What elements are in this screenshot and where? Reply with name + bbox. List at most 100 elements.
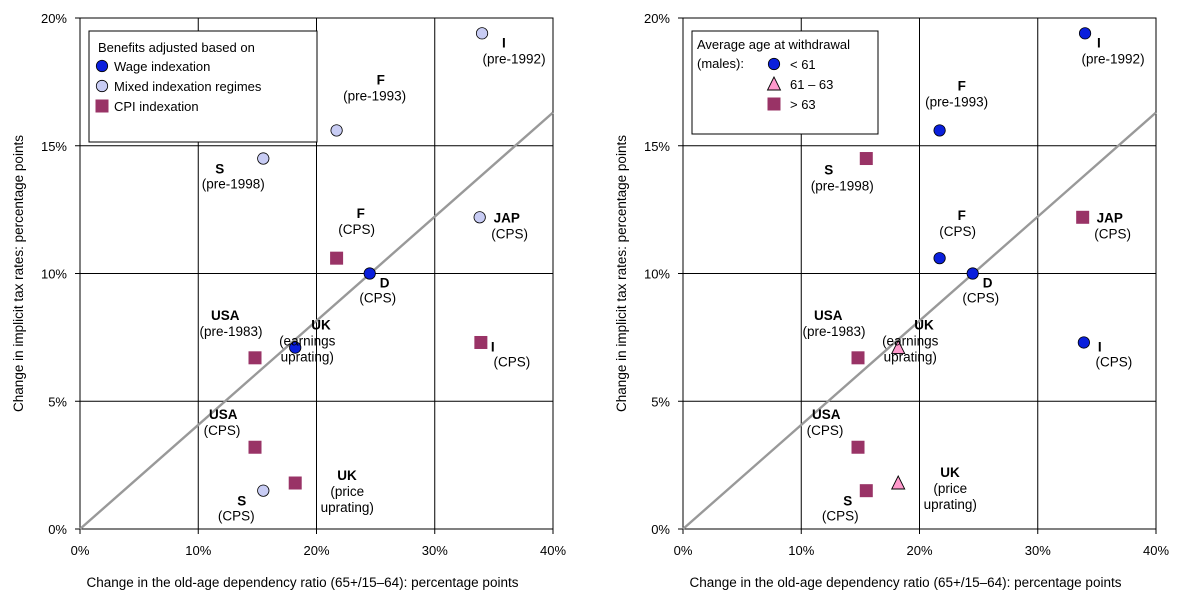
- x-tick-label: 30%: [1025, 543, 1051, 558]
- point-marker: [851, 440, 865, 454]
- point-sublabel: (CPS): [493, 354, 530, 369]
- legend: Average age at withdrawal (males): < 61 61 …: [691, 30, 879, 135]
- legend: Benefits adjusted based on Wage indexatio…: [88, 30, 318, 143]
- point-label: D: [983, 276, 993, 291]
- point-marker: [890, 475, 906, 490]
- y-axis-label: Change in implicit tax rates: percentage…: [614, 135, 629, 412]
- y-axis-label: Change in implicit tax rates: percentage…: [11, 135, 26, 412]
- point-sublabel: (CPS): [1094, 226, 1131, 241]
- point-marker: [1078, 27, 1092, 40]
- point-sublabel: uprating): [321, 500, 374, 515]
- point-sublabel: (pre-1993): [925, 94, 988, 109]
- point-sublabel: (CPS): [939, 224, 976, 239]
- legend-title: Average age at withdrawal: [697, 37, 850, 52]
- point-marker: [257, 152, 270, 165]
- point-label: UK: [311, 318, 331, 333]
- point-sublabel: (earnings: [882, 334, 939, 349]
- point-marker: [859, 152, 873, 166]
- legend-entry-label: CPI indexation: [114, 99, 199, 114]
- data-point: JAP(CPS): [1076, 210, 1131, 241]
- point-sublabel: (CPS): [962, 291, 999, 306]
- legend-box: [88, 30, 318, 143]
- legend-box: [691, 30, 879, 135]
- point-label: F: [958, 78, 966, 93]
- legend-marker: [766, 75, 782, 91]
- reference-line: [79, 111, 554, 530]
- legend-entry-label: 61 – 63: [790, 77, 833, 92]
- point-marker: [473, 211, 486, 224]
- point-label: JAP: [1097, 210, 1123, 225]
- point-label: D: [380, 276, 390, 291]
- y-tick-label: 5%: [48, 394, 67, 409]
- point-label: USA: [209, 407, 238, 422]
- legend-entry-label: Mixed indexation regimes: [114, 79, 262, 94]
- x-tick-label: 10%: [185, 543, 211, 558]
- y-tick-label: 15%: [644, 139, 670, 154]
- point-sublabel: (CPS): [491, 226, 528, 241]
- point-marker: [248, 440, 262, 454]
- point-label: USA: [814, 308, 843, 323]
- point-label: UK: [914, 318, 934, 333]
- point-label: S: [215, 162, 224, 177]
- data-point: S(pre-1998): [811, 152, 874, 194]
- data-point: JAP(CPS): [473, 210, 528, 241]
- point-marker: [851, 351, 865, 365]
- data-point: USA(CPS): [204, 407, 262, 454]
- point-sublabel: (pre-1983): [199, 324, 262, 339]
- point-sublabel: (pre-1993): [343, 88, 406, 103]
- point-label: USA: [812, 407, 841, 422]
- y-tick-label: 0%: [651, 522, 670, 537]
- point-sublabel: uprating): [924, 497, 977, 512]
- point-marker: [933, 124, 946, 137]
- x-axis-label: Change in the old-age dependency ratio (…: [690, 575, 1122, 590]
- legend-marker: [767, 97, 781, 111]
- data-point: USA(pre-1983): [199, 308, 263, 365]
- point-sublabel: (CPS): [807, 423, 844, 438]
- data-point: I(CPS): [474, 335, 530, 369]
- point-sublabel: uprating): [281, 350, 334, 365]
- y-tick-label: 10%: [644, 267, 670, 282]
- y-tick-label: 0%: [48, 522, 67, 537]
- point-marker: [330, 251, 344, 265]
- data-point: F(pre-1993): [330, 72, 406, 137]
- point-marker: [933, 252, 946, 265]
- data-point: D(CPS): [962, 267, 999, 306]
- point-label: UK: [940, 465, 960, 480]
- point-marker: [474, 335, 488, 349]
- data-point: D(CPS): [359, 267, 396, 306]
- point-marker: [248, 351, 262, 365]
- legend-entry-label: < 61: [790, 57, 816, 72]
- point-marker: [859, 484, 873, 498]
- point-sublabel: (pre-1992): [1082, 51, 1145, 66]
- point-label: S: [824, 163, 833, 178]
- data-point: I(CPS): [1077, 336, 1132, 369]
- point-label: F: [958, 208, 966, 223]
- point-sublabel: (CPS): [1095, 354, 1132, 369]
- y-tick-label: 20%: [41, 11, 67, 26]
- point-sublabel: (pre-1992): [483, 51, 546, 66]
- point-sublabel: (earnings: [279, 334, 336, 349]
- x-tick-label: 40%: [540, 543, 566, 558]
- point-sublabel: (pre-1998): [811, 179, 874, 194]
- point-marker: [1076, 210, 1090, 224]
- legend-marker: [95, 79, 109, 93]
- point-label: UK: [337, 468, 357, 483]
- data-point: S(CPS): [218, 484, 270, 524]
- data-point: S(CPS): [822, 484, 873, 524]
- legend-marker: [95, 99, 109, 113]
- x-tick-label: 0%: [71, 543, 90, 558]
- x-tick-label: 0%: [674, 543, 693, 558]
- point-marker: [288, 476, 302, 490]
- data-point: F(CPS): [933, 208, 976, 265]
- x-tick-label: 20%: [906, 543, 932, 558]
- point-sublabel: (CPS): [359, 291, 396, 306]
- legend-title-line2: (males):: [697, 56, 744, 71]
- x-tick-label: 10%: [788, 543, 814, 558]
- chart-2: 0% 10% 20% 30% 40% 0% 5% 10% 15% 20% Change in the…: [614, 11, 1169, 590]
- point-label: S: [843, 494, 852, 509]
- point-sublabel: (price: [330, 484, 364, 499]
- x-tick-label: 30%: [422, 543, 448, 558]
- point-sublabel: (CPS): [338, 222, 375, 237]
